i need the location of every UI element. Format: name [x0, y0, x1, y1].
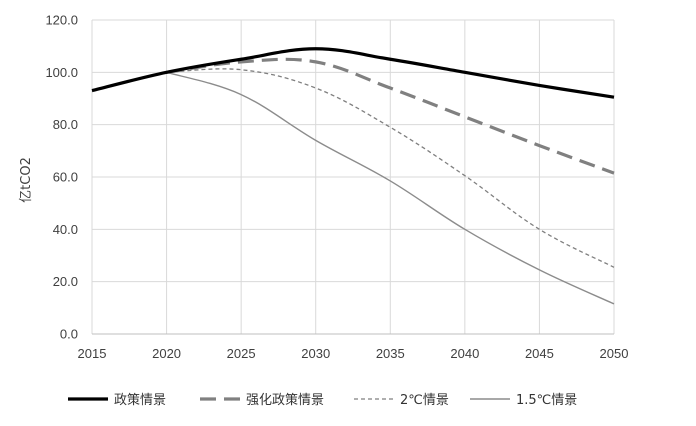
legend-label: 政策情景 — [114, 392, 166, 408]
gridlines — [91, 19, 615, 335]
y-tick-label: 40.0 — [53, 222, 78, 237]
y-tick-label: 60.0 — [53, 170, 78, 185]
x-tick-label: 2025 — [227, 346, 256, 361]
x-tick-label: 2035 — [376, 346, 405, 361]
x-tick-label: 2020 — [152, 346, 181, 361]
series-line-0 — [91, 47, 615, 99]
x-tick-label: 2040 — [450, 346, 479, 361]
legend-label: 2℃情景 — [400, 393, 449, 408]
axes: 0.0 20.0 40.0 60.0 80.0 100.0 120.0 2015 2020 202… — [45, 13, 628, 362]
y-tick-label: 80.0 — [53, 117, 78, 132]
x-tick-label: 2050 — [600, 346, 629, 361]
series-lines — [91, 47, 615, 305]
x-tick-label: 2030 — [301, 346, 330, 361]
series-line-1 — [166, 57, 615, 175]
legend-label: 1.5℃情景 — [516, 393, 577, 408]
y-axis-label: 亿tCO2 — [19, 157, 34, 203]
legend: 政策情景 强化政策情景 2℃情景 1.5℃情景 — [68, 392, 577, 408]
y-tick-label: 0.0 — [60, 327, 78, 342]
y-tick-label: 120.0 — [45, 13, 78, 28]
series-line-3 — [166, 71, 615, 305]
x-tick-label: 2015 — [78, 346, 107, 361]
series-line-2 — [166, 68, 615, 268]
x-tick-label: 2045 — [525, 346, 554, 361]
y-tick-label: 20.0 — [53, 274, 78, 289]
legend-label: 强化政策情景 — [246, 392, 324, 408]
y-tick-label: 100.0 — [45, 65, 78, 80]
